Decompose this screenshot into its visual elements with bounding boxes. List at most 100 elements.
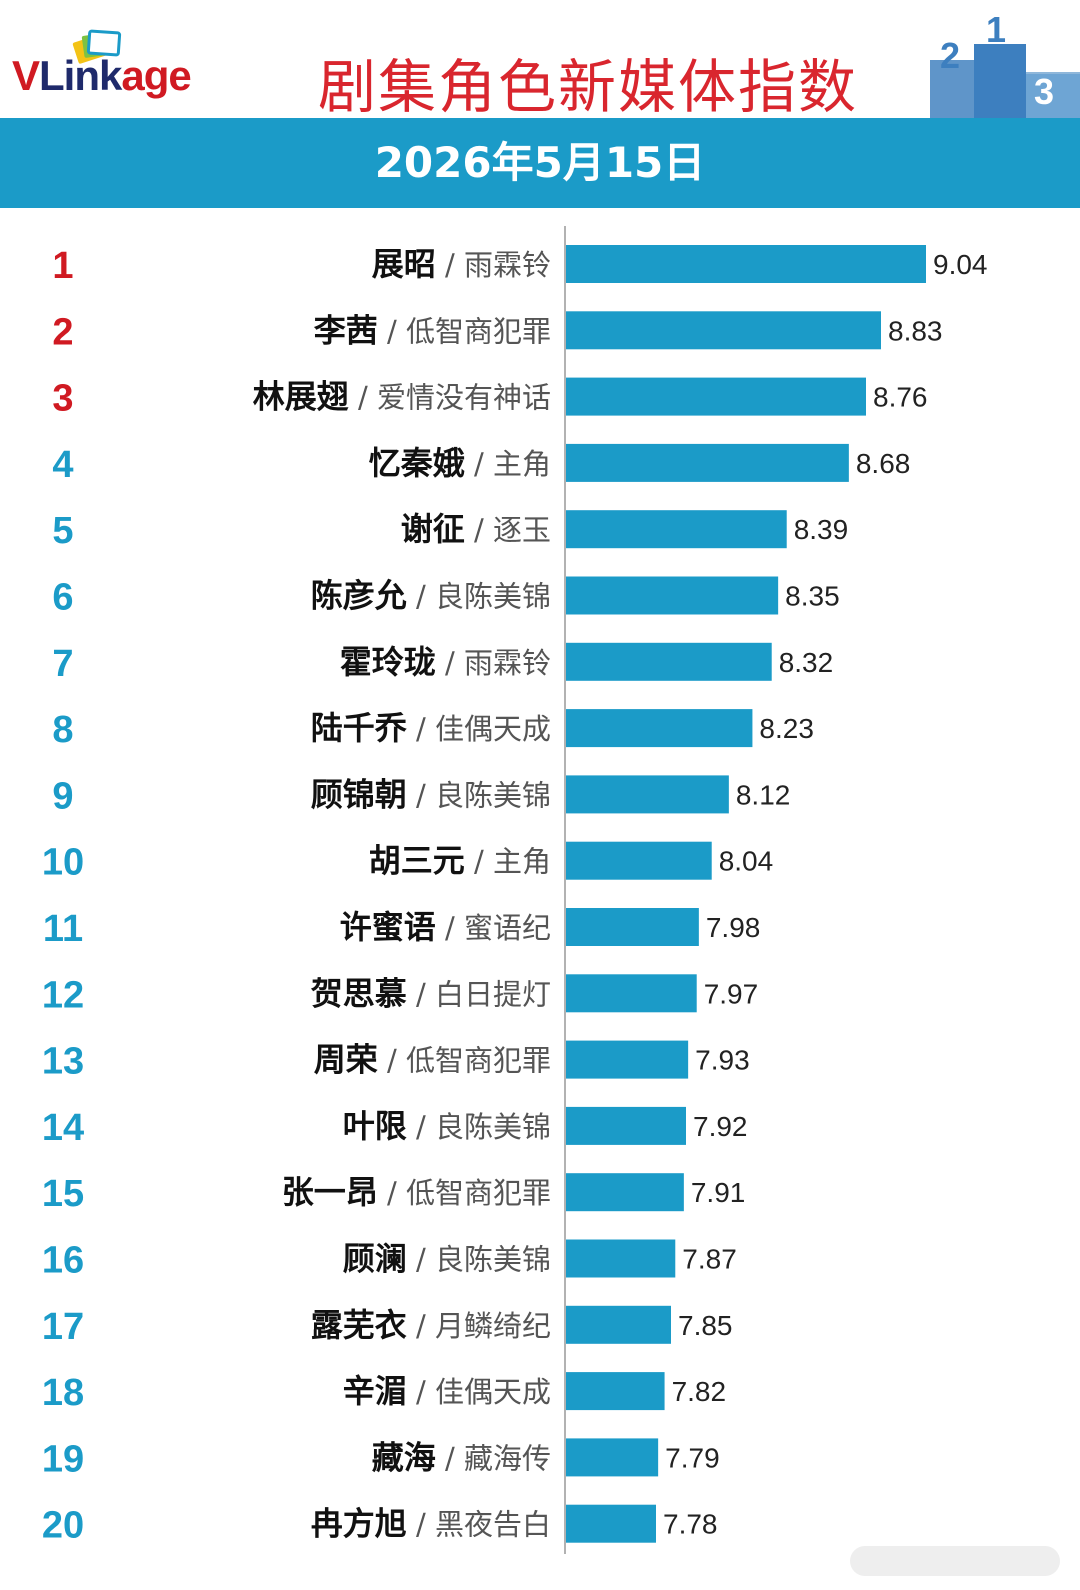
drama-title: / 低智商犯罪 (378, 1044, 551, 1078)
character-name: 辛湄 (343, 1372, 407, 1410)
chart-row: 11 许蜜语 / 蜜语纪 7.98 (43, 908, 760, 950)
chart-row: 4 忆秦娥 / 主角 8.68 (52, 443, 911, 486)
rank-label: 9 (52, 775, 73, 817)
chart-row: 15 张一昂 / 低智商犯罪 7.91 (42, 1173, 745, 1215)
character-name: 陆千乔 (311, 709, 408, 747)
svg-text:2: 2 (940, 35, 960, 76)
drama-title: / 良陈美锦 (407, 778, 551, 812)
character-name: 张一昂 (282, 1173, 378, 1211)
bar (566, 642, 772, 681)
chart-row: 1 展昭 / 雨霖铃 9.04 (52, 245, 988, 287)
rank-label: 17 (42, 1306, 84, 1348)
category-label: 陆千乔 / 佳偶天成 (311, 709, 551, 747)
chart-row: 17 露芜衣 / 月鳞绮纪 7.85 (42, 1305, 733, 1348)
value-label: 7.85 (678, 1310, 733, 1341)
value-label: 7.82 (672, 1376, 727, 1407)
character-name: 胡三元 (369, 842, 465, 880)
drama-title: / 佳偶天成 (407, 712, 551, 746)
value-label: 8.23 (759, 713, 814, 744)
category-label: 辛湄 / 佳偶天成 (343, 1372, 551, 1410)
category-label: 李茜 / 低智商犯罪 (314, 311, 551, 349)
value-label: 8.35 (785, 581, 840, 612)
category-label: 谢征 / 逐玉 (401, 510, 551, 548)
date-banner: 2026年5月15日 (0, 118, 1080, 208)
value-label: 8.39 (794, 514, 849, 545)
chart-row: 5 谢征 / 逐玉 8.39 (52, 510, 848, 552)
rank-label: 11 (43, 908, 83, 950)
character-name: 陈彦允 (311, 577, 407, 615)
logo-cards-icon (72, 29, 122, 64)
bar (566, 1239, 676, 1278)
drama-title: / 雨霖铃 (436, 646, 551, 680)
chart-row: 14 叶限 / 良陈美锦 7.92 (42, 1106, 748, 1149)
chart-row: 16 顾澜 / 良陈美锦 7.87 (42, 1239, 737, 1282)
bar (566, 974, 697, 1013)
character-name: 许蜜语 (340, 908, 436, 946)
category-label: 顾澜 / 良陈美锦 (343, 1240, 551, 1278)
value-label: 7.93 (695, 1045, 750, 1076)
drama-title: / 白日提灯 (407, 977, 551, 1011)
chart-row: 12 贺思慕 / 白日提灯 7.97 (42, 974, 758, 1016)
drama-title: / 良陈美锦 (407, 580, 551, 614)
chart-row: 19 藏海 / 藏海传 7.79 (42, 1438, 720, 1480)
drama-title: / 主角 (465, 845, 551, 879)
character-name: 冉方旭 (311, 1505, 407, 1543)
value-label: 7.78 (663, 1509, 718, 1540)
value-label: 7.98 (706, 912, 761, 943)
chart-row: 9 顾锦朝 / 良陈美锦 8.12 (52, 775, 790, 817)
bar (566, 377, 866, 416)
character-name: 展昭 (372, 245, 436, 283)
bar (566, 1106, 686, 1145)
chart-row: 3 林展翅 / 爱情没有神话 8.76 (52, 377, 928, 420)
chart-row: 7 霍玲珑 / 雨霖铃 8.32 (52, 642, 833, 685)
value-label: 8.76 (873, 382, 928, 413)
bar (566, 245, 926, 283)
character-name: 顾锦朝 (311, 775, 407, 813)
ranking-bar-chart: 1 展昭 / 雨霖铃 9.04 2 李茜 / 低智商犯罪 8.83 3 林展翅 / 爱情没有神… (42, 226, 988, 1554)
svg-text:1: 1 (986, 12, 1006, 50)
character-name: 贺思慕 (311, 974, 407, 1012)
drama-title: / 佳偶天成 (407, 1375, 551, 1409)
rank-label: 5 (52, 510, 73, 552)
rank-label: 19 (42, 1438, 84, 1480)
rank-label: 2 (52, 311, 73, 353)
value-label: 8.68 (856, 448, 911, 479)
category-label: 周荣 / 低智商犯罪 (314, 1041, 551, 1079)
bar (566, 1305, 671, 1344)
category-label: 霍玲珑 / 雨霖铃 (340, 643, 551, 681)
bar (566, 576, 779, 615)
bar (566, 311, 881, 350)
rank-label: 10 (42, 842, 84, 884)
chart-row: 20 冉方旭 / 黑夜告白 7.78 (42, 1504, 718, 1547)
category-label: 冉方旭 / 黑夜告白 (311, 1505, 551, 1543)
character-name: 李茜 (314, 311, 378, 349)
category-label: 忆秦娥 / 主角 (369, 444, 551, 482)
rank-label: 15 (42, 1173, 84, 1215)
drama-title: / 主角 (465, 447, 551, 481)
bar (566, 1173, 684, 1212)
value-label: 8.04 (719, 846, 774, 877)
character-name: 叶限 (343, 1107, 407, 1145)
character-name: 谢征 (401, 510, 465, 548)
logo-text: VLinkage (12, 52, 192, 100)
bar (566, 443, 849, 482)
page-title: 剧集角色新媒体指数 (318, 53, 859, 121)
drama-title: / 良陈美锦 (407, 1243, 551, 1277)
drama-title: / 藏海传 (436, 1441, 551, 1475)
category-label: 陈彦允 / 良陈美锦 (311, 577, 551, 615)
drama-title: / 爱情没有神话 (349, 381, 551, 415)
drama-title: / 蜜语纪 (436, 911, 551, 945)
rank-label: 12 (42, 974, 84, 1016)
vlinkage-logo: VLinkage (12, 28, 242, 108)
value-label: 7.97 (704, 978, 759, 1009)
bar (566, 1504, 656, 1543)
character-name: 周荣 (314, 1041, 378, 1079)
rank-label: 18 (42, 1372, 84, 1414)
value-label: 8.83 (888, 315, 943, 346)
drama-title: / 低智商犯罪 (378, 314, 551, 348)
character-name: 顾澜 (343, 1240, 407, 1278)
value-label: 7.79 (665, 1442, 720, 1473)
podium-icon: 2 1 3 (930, 12, 1080, 118)
category-label: 叶限 / 良陈美锦 (343, 1107, 551, 1145)
bar (566, 1372, 665, 1411)
